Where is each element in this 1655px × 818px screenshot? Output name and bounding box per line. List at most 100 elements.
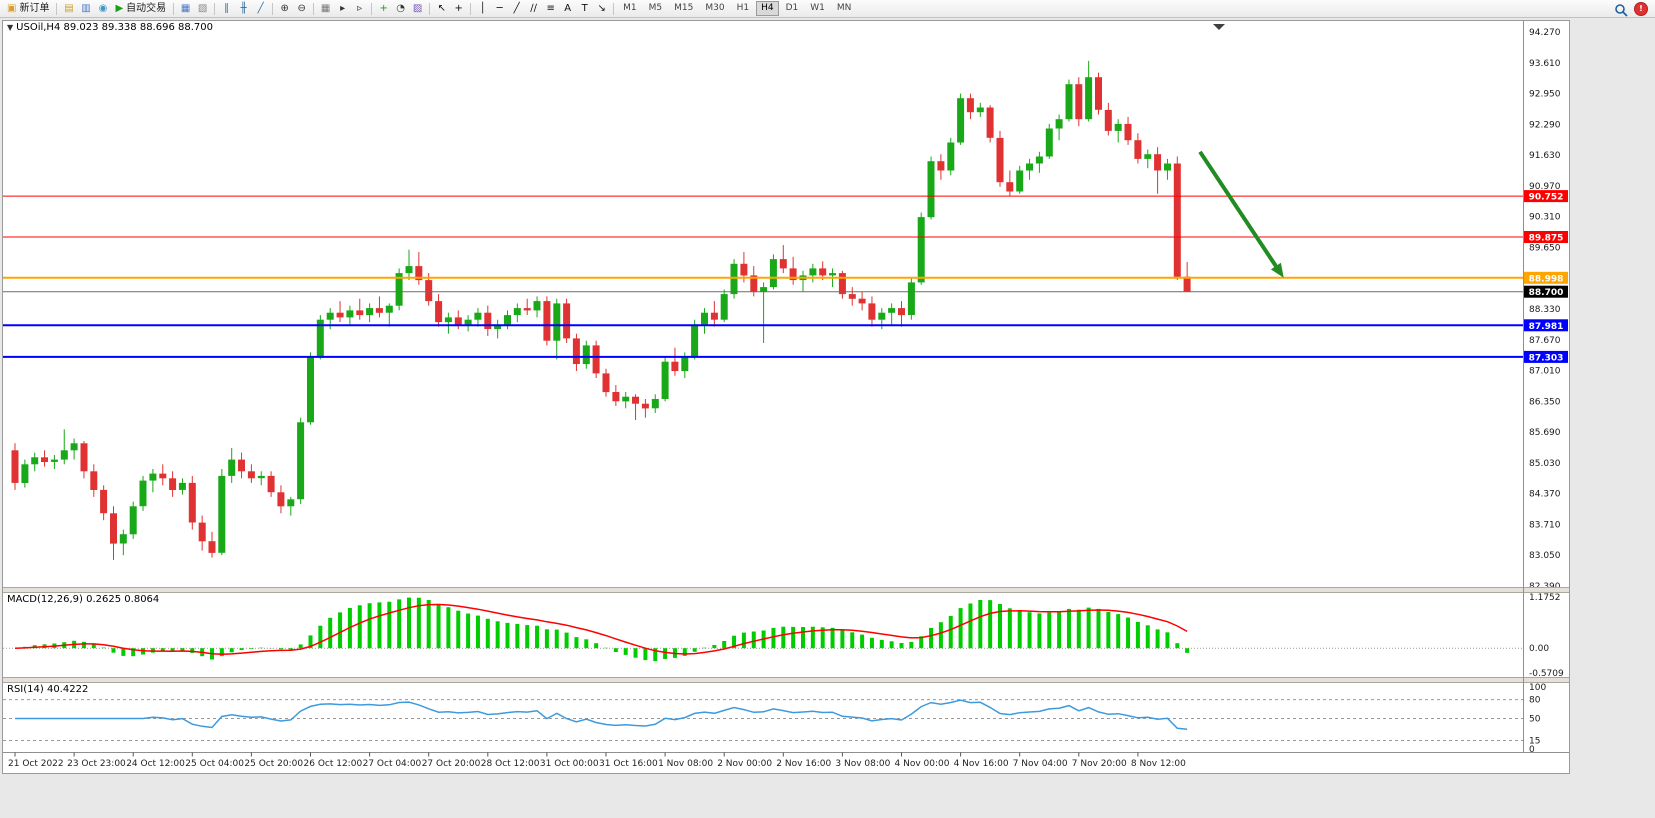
cursor-icon[interactable]: ↖ xyxy=(433,1,450,16)
chart-shift-icon: ▹ xyxy=(357,3,363,14)
time-tick-label: 23 Oct 23:00 xyxy=(67,759,126,769)
arrows-icon[interactable]: ↘ xyxy=(593,1,610,16)
candle xyxy=(31,452,39,472)
profiles-icon[interactable]: ▧ xyxy=(194,1,211,16)
timeframe-toolbar: M1 M5 M15 M30 H1 H4 D1 W1 MN xyxy=(617,1,857,16)
timeframe-m1[interactable]: M1 xyxy=(623,3,637,13)
periods-icon: ◔ xyxy=(396,3,406,14)
chart-plot-area[interactable] xyxy=(3,21,1523,587)
candle xyxy=(701,308,708,334)
trendline-icon: ╱ xyxy=(513,3,520,14)
market-watch-icon[interactable]: ▤ xyxy=(60,1,77,16)
chart-shift-marker-icon[interactable] xyxy=(1213,24,1225,30)
candle xyxy=(1045,123,1053,159)
timeframe-d1[interactable]: D1 xyxy=(785,3,799,13)
svg-text:87.303: 87.303 xyxy=(1529,353,1564,363)
price-tick-label: 88.330 xyxy=(1529,305,1561,315)
candle xyxy=(287,496,295,516)
auto-scroll-icon[interactable]: ▸ xyxy=(334,1,351,16)
data-window-icon[interactable]: ▥ xyxy=(77,1,94,16)
trend-arrow[interactable] xyxy=(1198,150,1284,278)
fibonacci-icon: ≡ xyxy=(546,3,555,14)
candle xyxy=(1075,77,1083,127)
fibonacci-icon[interactable]: ≡ xyxy=(542,1,559,16)
time-tick-label: 25 Oct 04:00 xyxy=(185,759,244,769)
candle xyxy=(1114,119,1122,143)
channel-icon[interactable]: ∕∕ xyxy=(525,1,542,16)
search-icon[interactable] xyxy=(1614,2,1628,17)
new-chart-icon[interactable]: ▦ xyxy=(177,1,194,16)
chart-canvas: 94.270 93.610 92.950 92.290 91.630 90.970 90.3… xyxy=(3,21,1569,773)
crosshair-icon[interactable]: + xyxy=(450,1,467,16)
candle xyxy=(110,506,117,560)
candle xyxy=(1085,60,1093,122)
toolbar-left-group: ▣ 新订单 ▤ ▥ ◉ ▶ 自动交易 ▦ ▧ ∥ ╫ ╱ ⊕ ⊖ ▦ ▸ ▹ + ◔ ▨ ↖ + │ ─ ╱ ∕∕ ≡ A T ↘ xyxy=(3,1,617,16)
candle xyxy=(789,256,797,285)
toolbar-separator xyxy=(272,2,274,15)
time-axis[interactable]: 21 Oct 2022 23 Oct 23:00 24 Oct 12:00 25 Oc… xyxy=(8,752,1186,770)
timeframe-w1[interactable]: W1 xyxy=(810,3,825,13)
tile-windows-icon[interactable]: ▦ xyxy=(317,1,334,16)
candle xyxy=(848,287,856,306)
horizontal-line-icon[interactable]: ─ xyxy=(491,1,508,16)
panel-divider[interactable] xyxy=(3,587,1569,593)
chart-title-bar: ▼ USOil,H4 89.023 89.338 88.696 88.700 xyxy=(7,22,213,33)
trendline-icon[interactable]: ╱ xyxy=(508,1,525,16)
horizontal-line-icon: ─ xyxy=(496,3,503,14)
templates-icon[interactable]: ▨ xyxy=(409,1,426,16)
timeframe-mn[interactable]: MN xyxy=(836,3,852,13)
macd-scale[interactable]: 1.1752 0.00 -0.5709 xyxy=(1529,593,1564,679)
candle xyxy=(385,303,393,327)
candle xyxy=(641,399,649,418)
toolbar-separator xyxy=(214,2,216,15)
auto-trading-button[interactable]: ▶ 自动交易 xyxy=(111,1,170,16)
periods-icon[interactable]: ◔ xyxy=(392,1,409,16)
price-badge: 87.303 xyxy=(1524,350,1568,363)
rsi-scale[interactable]: 100 80 50 150 xyxy=(1529,683,1546,755)
channel-icon: ∕∕ xyxy=(530,3,538,14)
rsi-tick-label: 80 xyxy=(1529,696,1541,706)
candle xyxy=(267,471,275,497)
bar-chart-icon[interactable]: ∥ xyxy=(218,1,235,16)
toolbar-separator xyxy=(56,2,58,15)
timeframe-m5[interactable]: M5 xyxy=(648,3,663,13)
svg-text:87.981: 87.981 xyxy=(1529,322,1564,332)
price-tick-label: 89.650 xyxy=(1529,243,1561,253)
toolbar-separator xyxy=(371,2,373,15)
candle xyxy=(937,154,945,180)
timeframe-h1[interactable]: H1 xyxy=(736,3,750,13)
candle xyxy=(356,298,364,320)
label-icon[interactable]: T xyxy=(576,1,593,16)
price-badge: 88.998 xyxy=(1524,271,1568,284)
navigator-icon[interactable]: ◉ xyxy=(94,1,111,16)
candle xyxy=(622,392,630,409)
timeframe-m15[interactable]: M15 xyxy=(674,3,694,13)
zoom-out-icon[interactable]: ⊖ xyxy=(293,1,310,16)
timeframe-m30[interactable]: M30 xyxy=(705,3,725,13)
price-tick-label: 90.310 xyxy=(1529,213,1561,223)
macd-tick-label: 0.00 xyxy=(1529,644,1549,654)
candle xyxy=(50,455,58,469)
toolbar-separator xyxy=(429,2,431,15)
zoom-in-icon[interactable]: ⊕ xyxy=(276,1,293,16)
indicators-icon[interactable]: + xyxy=(375,1,392,16)
text-icon[interactable]: A xyxy=(559,1,576,16)
one-click-trading-toggle-icon[interactable]: ▼ xyxy=(7,23,14,32)
vertical-line-icon[interactable]: │ xyxy=(474,1,491,16)
chart-shift-icon[interactable]: ▹ xyxy=(351,1,368,16)
notifications-icon[interactable]: ! xyxy=(1634,1,1648,16)
candlestick-icon[interactable]: ╫ xyxy=(235,1,252,16)
toolbar-separator xyxy=(613,2,615,15)
candle xyxy=(1055,114,1063,141)
new-order-button[interactable]: ▣ 新订单 xyxy=(3,1,53,16)
line-chart-icon[interactable]: ╱ xyxy=(252,1,269,16)
rsi-indicator-label: RSI(14) 40.4222 xyxy=(7,684,89,695)
panel-divider[interactable] xyxy=(3,677,1569,683)
time-tick-label: 26 Oct 12:00 xyxy=(304,759,363,769)
candle xyxy=(907,277,915,320)
candle xyxy=(464,315,472,332)
candle xyxy=(159,464,167,486)
timeframe-h4[interactable]: H4 xyxy=(756,1,779,16)
toolbar-separator xyxy=(313,2,315,15)
candle xyxy=(100,485,108,521)
